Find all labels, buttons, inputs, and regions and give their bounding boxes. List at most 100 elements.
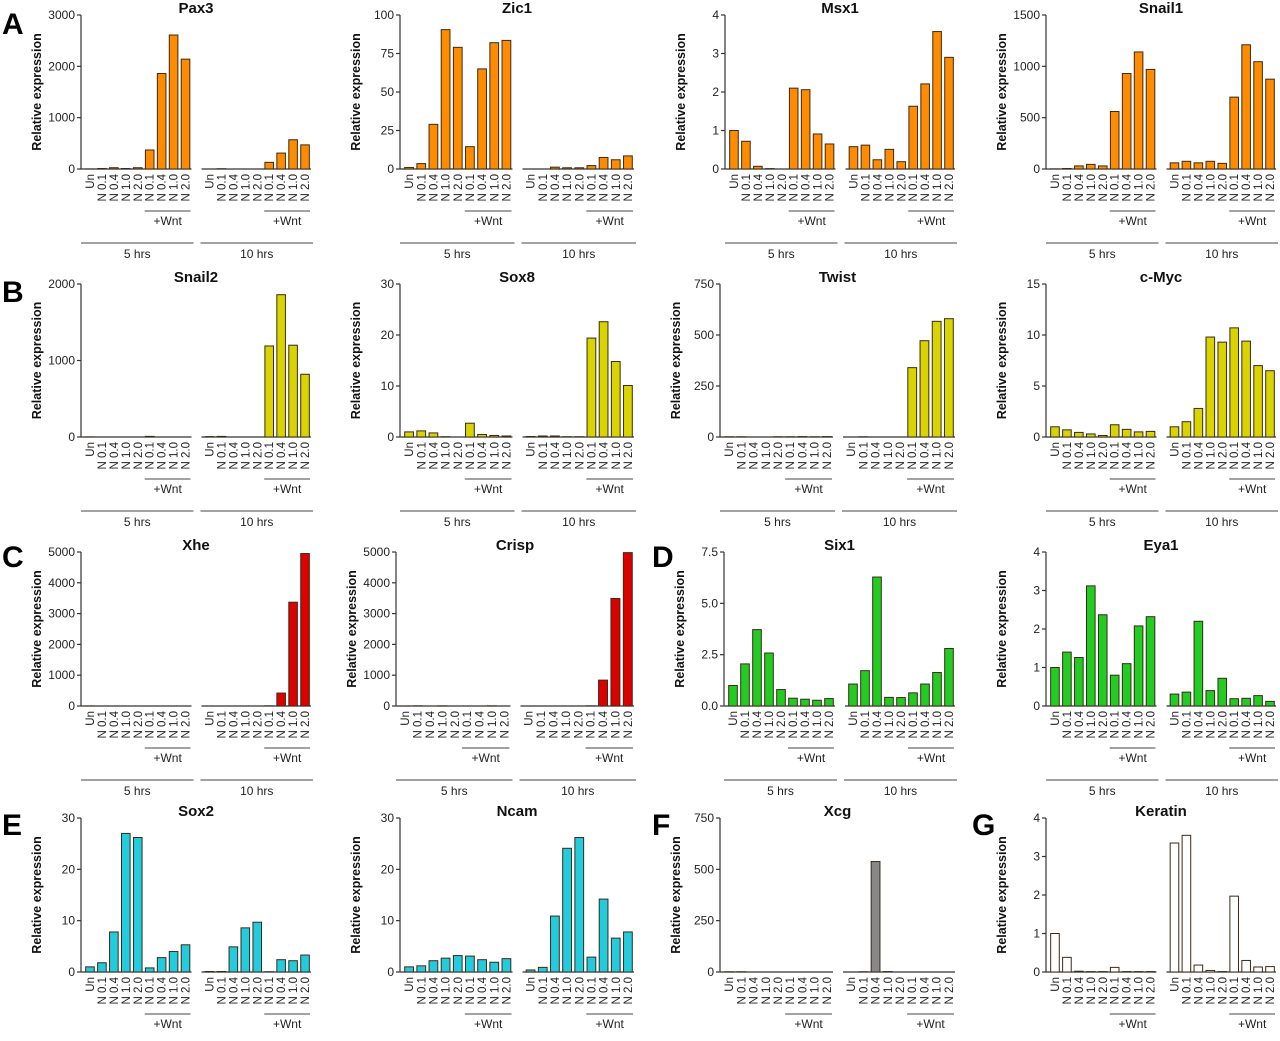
x-tick-label: Un <box>526 442 538 457</box>
bar <box>121 832 131 973</box>
y-tick-label: 750 <box>694 277 714 291</box>
x-tick-label: N 2.0 <box>133 174 145 202</box>
x-tick-label: N 2.0 <box>1217 977 1229 1005</box>
x-tick-label: N 0.4 <box>801 173 813 201</box>
y-tick-label: 500 <box>1020 111 1040 125</box>
wnt-label: +Wnt <box>917 751 946 765</box>
chart-title: Snail1 <box>1139 0 1183 17</box>
x-tick-label: N 0.1 <box>586 711 598 739</box>
x-tick-label: N 1.0 <box>1253 977 1265 1005</box>
y-tick-label: 2000 <box>48 277 75 291</box>
x-tick-label: Un <box>404 977 416 992</box>
x-tick-label: N 2.0 <box>824 711 836 739</box>
chart-title: Six1 <box>824 537 855 554</box>
x-tick-label: N 1.0 <box>761 977 773 1005</box>
x-tick-label: N 0.1 <box>264 977 276 1005</box>
bar <box>907 367 918 438</box>
x-tick-label: N 2.0 <box>181 711 193 739</box>
bar <box>144 967 155 973</box>
y-axis-label: Relative expression <box>995 570 1009 687</box>
chart-title: Xcg <box>824 803 852 820</box>
chart-title: Twist <box>819 269 856 286</box>
x-tick-label: N 1.0 <box>489 174 501 202</box>
bar <box>884 696 894 707</box>
x-tick-label: N 2.0 <box>574 442 586 470</box>
x-tick-label: N 1.0 <box>240 174 252 202</box>
y-tick-label: 3 <box>1033 584 1040 598</box>
x-tick-label: N 2.0 <box>896 711 908 739</box>
bar <box>800 698 810 707</box>
time-group-label: 5 hrs <box>768 247 795 261</box>
chart-title: Pax3 <box>178 0 213 17</box>
x-tick-label: N 0.4 <box>1193 441 1205 469</box>
wnt-label: +Wnt <box>1118 214 1147 228</box>
x-tick-label: N 0.1 <box>1062 174 1074 202</box>
bar <box>1074 165 1084 170</box>
bar <box>132 837 143 973</box>
bar <box>288 139 298 170</box>
x-tick-label: N 1.0 <box>1086 977 1098 1005</box>
y-tick-label: 2000 <box>48 59 75 73</box>
x-tick-label: N 1.0 <box>288 442 300 470</box>
x-tick-label: N 0.4 <box>872 173 884 201</box>
x-tick-label: N 0.4 <box>1122 710 1134 738</box>
x-tick-label: N 0.1 <box>1229 977 1241 1005</box>
bar <box>896 697 906 707</box>
bar <box>1265 700 1275 707</box>
x-tick-label: N 1.0 <box>121 711 133 739</box>
bar <box>132 167 143 170</box>
x-tick-label: N 0.4 <box>276 976 288 1004</box>
y-tick-label: 0 <box>1033 162 1040 176</box>
x-tick-label: N 0.1 <box>586 174 598 202</box>
bar <box>288 601 298 707</box>
x-tick-label: N 1.0 <box>169 711 181 739</box>
x-tick-label: N 0.1 <box>1110 174 1122 202</box>
bar <box>109 167 119 170</box>
bar <box>180 58 191 170</box>
y-tick-label: 4000 <box>48 576 75 590</box>
panel-letter: G <box>972 809 995 842</box>
x-tick-label: N 0.4 <box>1074 441 1086 469</box>
x-tick-label: N 2.0 <box>1098 442 1110 470</box>
x-tick-label: N 1.0 <box>561 711 573 739</box>
bar <box>404 431 414 438</box>
bar <box>228 946 239 973</box>
panel-letter: E <box>2 809 22 842</box>
bar <box>872 576 882 707</box>
chart-title: c-Myc <box>1140 269 1183 286</box>
y-tick-label: 100 <box>374 8 394 22</box>
x-tick-label: N 1.0 <box>932 711 944 739</box>
bar <box>477 959 487 973</box>
x-tick-label: Un <box>204 977 216 992</box>
x-tick-label: N 1.0 <box>288 711 300 739</box>
time-group-label: 5 hrs <box>764 515 791 529</box>
x-tick-label: N 0.1 <box>536 711 548 739</box>
x-tick-label: N 0.1 <box>465 442 477 470</box>
bar <box>489 42 500 170</box>
x-tick-label: N 0.1 <box>1110 977 1122 1005</box>
time-group-label: 10 hrs <box>883 515 916 529</box>
bar <box>1217 341 1228 438</box>
x-tick-label: N 0.4 <box>428 173 440 201</box>
bar <box>1121 73 1132 170</box>
y-tick-label: 10 <box>381 379 395 393</box>
bar <box>1097 614 1108 707</box>
x-tick-label: N 2.0 <box>896 174 908 202</box>
bar <box>622 552 633 707</box>
bar <box>824 143 835 170</box>
x-tick-label: N 1.0 <box>121 174 133 202</box>
x-tick-label: N 2.0 <box>773 442 785 470</box>
bar <box>623 384 633 438</box>
x-tick-label: N 1.0 <box>441 442 453 470</box>
y-tick-label: 4 <box>712 8 719 22</box>
x-tick-label: N 0.4 <box>919 441 931 469</box>
bar <box>610 598 621 707</box>
chart-title: Crisp <box>496 537 534 554</box>
wnt-label: +Wnt <box>916 1017 945 1031</box>
bar <box>501 435 512 438</box>
time-group-label: 10 hrs <box>240 515 273 529</box>
x-tick-label: Un <box>404 174 416 189</box>
y-tick-label: 75 <box>381 47 395 61</box>
